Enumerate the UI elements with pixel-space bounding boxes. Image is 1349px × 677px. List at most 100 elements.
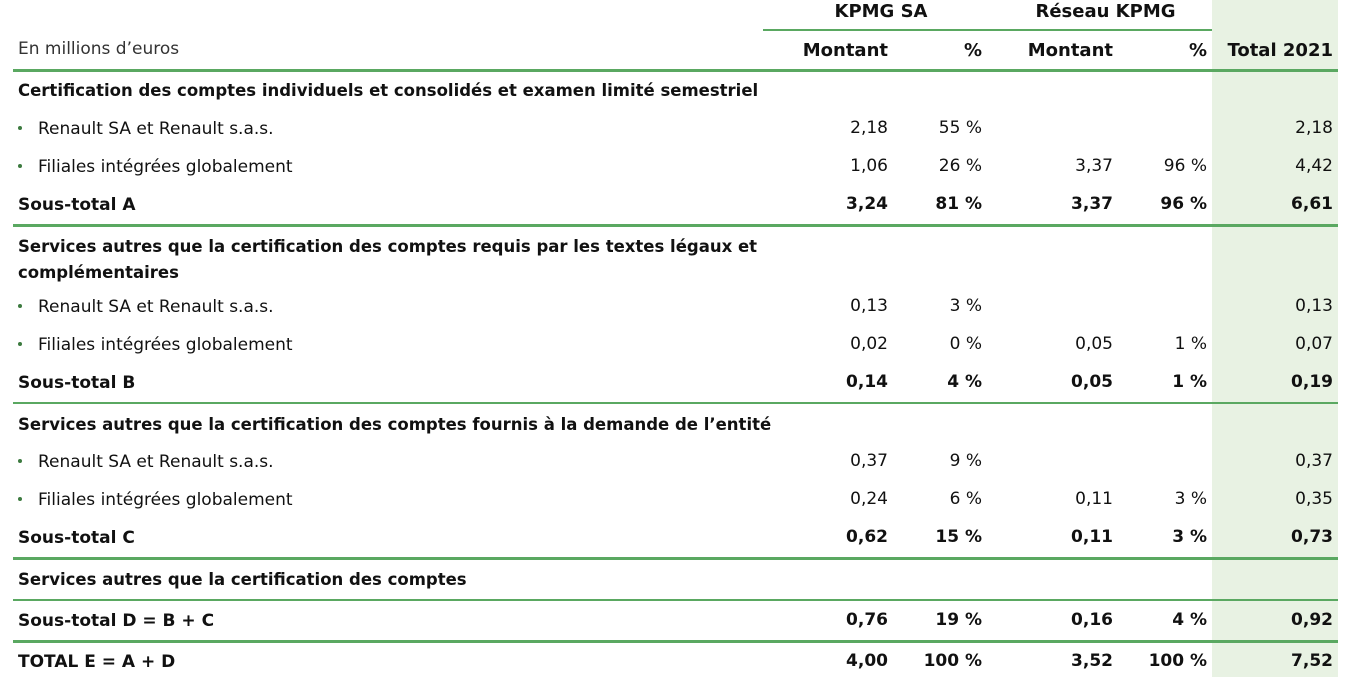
row-label: Filiales intégrées globalement xyxy=(38,157,293,177)
cell-total-2021: 0,07 xyxy=(1295,334,1333,354)
table-row: Filiales intégrées globalement 0,02 0 % 0,0… xyxy=(0,332,1349,356)
cell-pct-reseau: 100 % xyxy=(1148,651,1207,671)
row-label: Sous-total A xyxy=(18,195,136,215)
cell-montant-kpmg-sa: 2,18 xyxy=(850,118,888,138)
cell-pct-kpmg-sa: 55 % xyxy=(938,118,982,138)
row-divider xyxy=(13,640,1338,643)
cell-montant-reseau: 0,11 xyxy=(1071,527,1113,547)
cell-montant-kpmg-sa: 0,02 xyxy=(850,334,888,354)
cell-pct-kpmg-sa: 26 % xyxy=(938,156,982,176)
cell-montant-reseau: 3,37 xyxy=(1075,156,1113,176)
row-divider xyxy=(13,69,1338,72)
cell-montant-reseau: 0,05 xyxy=(1071,372,1113,392)
cell-pct-reseau: 3 % xyxy=(1174,489,1207,509)
cell-pct-reseau: 96 % xyxy=(1163,156,1207,176)
row-label: Renault SA et Renault s.a.s. xyxy=(38,452,274,472)
cell-total-2021: 6,61 xyxy=(1291,194,1333,214)
subtotal-row: Sous-total D = B + C 0,76 19 % 0,16 4 % 0,92 xyxy=(0,608,1349,632)
cell-montant-kpmg-sa: 0,62 xyxy=(846,527,888,547)
cell-montant-kpmg-sa: 0,14 xyxy=(846,372,888,392)
bullet-icon xyxy=(18,342,22,346)
row-divider xyxy=(13,557,1338,560)
row-divider xyxy=(13,402,1338,404)
row-divider xyxy=(13,224,1338,227)
unit-label: En millions d’euros xyxy=(18,39,180,59)
row-label: Sous-total C xyxy=(18,528,135,548)
table-row: Renault SA et Renault s.a.s. 0,37 9 % 0,37 xyxy=(0,449,1349,473)
cell-total-2021: 0,73 xyxy=(1291,527,1333,547)
row-label: Services autres que la certification des… xyxy=(18,237,758,282)
cell-montant-kpmg-sa: 0,76 xyxy=(846,610,888,630)
cell-total-2021: 0,35 xyxy=(1295,489,1333,509)
bullet-icon xyxy=(18,164,22,168)
cell-montant-kpmg-sa: 4,00 xyxy=(846,651,888,671)
cell-montant-reseau: 3,52 xyxy=(1071,651,1113,671)
subtotal-row: TOTAL E = A + D 4,00 100 % 3,52 100 % 7,52 xyxy=(0,649,1349,673)
subtotal-row: Sous-total C 0,62 15 % 0,11 3 % 0,73 xyxy=(0,525,1349,549)
table-row: Renault SA et Renault s.a.s. 2,18 55 % 2,18 xyxy=(0,116,1349,140)
cell-montant-kpmg-sa: 0,24 xyxy=(850,489,888,509)
row-divider xyxy=(13,599,1338,601)
cell-montant-reseau: 3,37 xyxy=(1071,194,1113,214)
cell-montant-reseau: 0,16 xyxy=(1071,610,1113,630)
row-label: Sous-total B xyxy=(18,373,136,393)
cell-pct-reseau: 96 % xyxy=(1160,194,1207,214)
cell-montant-kpmg-sa: 0,13 xyxy=(850,296,888,316)
cell-total-2021: 2,18 xyxy=(1295,118,1333,138)
table-row: Filiales intégrées globalement 0,24 6 % 0,1… xyxy=(0,487,1349,511)
row-label: Sous-total D = B + C xyxy=(18,611,215,631)
cell-total-2021: 4,42 xyxy=(1295,156,1333,176)
row-label: Filiales intégrées globalement xyxy=(38,335,293,355)
row-label: Filiales intégrées globalement xyxy=(38,490,293,510)
cell-montant-kpmg-sa: 0,37 xyxy=(850,451,888,471)
column-header-total-2021: Total 2021 xyxy=(1227,40,1333,61)
cell-pct-kpmg-sa: 0 % xyxy=(949,334,982,354)
row-label: Services autres que la certification des… xyxy=(18,415,772,434)
cell-pct-kpmg-sa: 19 % xyxy=(935,610,982,630)
cell-pct-kpmg-sa: 3 % xyxy=(949,296,982,316)
section-header-row: Services autres que la certification des… xyxy=(0,412,1349,436)
cell-total-2021: 7,52 xyxy=(1291,651,1333,671)
cell-pct-reseau: 3 % xyxy=(1172,527,1207,547)
section-header-row: Services autres que la certification des… xyxy=(0,234,1349,282)
row-label: Services autres que la certification des… xyxy=(18,570,467,589)
section-header-row: Certification des comptes individuels et… xyxy=(0,78,1349,102)
row-label: TOTAL E = A + D xyxy=(18,652,176,672)
column-header-montant-reseau: Montant xyxy=(1027,40,1113,61)
cell-pct-kpmg-sa: 9 % xyxy=(949,451,982,471)
section-header-row: Services autres que la certification des… xyxy=(0,567,1349,591)
cell-pct-kpmg-sa: 4 % xyxy=(947,372,982,392)
group-header-reseau-kpmg: Réseau KPMG xyxy=(1035,1,1176,22)
bullet-icon xyxy=(18,497,22,501)
bullet-icon xyxy=(18,304,22,308)
column-header-pct-kpmg-sa: % xyxy=(963,40,982,61)
row-label: Renault SA et Renault s.a.s. xyxy=(38,297,274,317)
subtotal-row: Sous-total A 3,24 81 % 3,37 96 % 6,61 xyxy=(0,192,1349,216)
cell-pct-kpmg-sa: 15 % xyxy=(935,527,982,547)
bullet-icon xyxy=(18,459,22,463)
group-header-kpmg-sa: KPMG SA xyxy=(834,1,928,22)
cell-pct-reseau: 1 % xyxy=(1174,334,1207,354)
row-label: Certification des comptes individuels et… xyxy=(18,81,759,100)
table-row: Renault SA et Renault s.a.s. 0,13 3 % 0,13 xyxy=(0,294,1349,318)
cell-total-2021: 0,92 xyxy=(1291,610,1333,630)
row-label: Renault SA et Renault s.a.s. xyxy=(38,119,274,139)
subtotal-row: Sous-total B 0,14 4 % 0,05 1 % 0,19 xyxy=(0,370,1349,394)
cell-total-2021: 0,37 xyxy=(1295,451,1333,471)
cell-montant-kpmg-sa: 1,06 xyxy=(850,156,888,176)
table-row: Filiales intégrées globalement 1,06 26 % 3,… xyxy=(0,154,1349,178)
total-column-background xyxy=(1212,0,1338,677)
cell-pct-reseau: 4 % xyxy=(1172,610,1207,630)
cell-total-2021: 0,13 xyxy=(1295,296,1333,316)
cell-pct-kpmg-sa: 100 % xyxy=(923,651,982,671)
cell-pct-kpmg-sa: 6 % xyxy=(949,489,982,509)
cell-montant-kpmg-sa: 3,24 xyxy=(846,194,888,214)
cell-pct-kpmg-sa: 81 % xyxy=(935,194,982,214)
column-header-pct-reseau: % xyxy=(1188,40,1207,61)
column-header-montant-kpmg-sa: Montant xyxy=(802,40,888,61)
cell-montant-reseau: 0,11 xyxy=(1075,489,1113,509)
group-underline-kpmg-sa xyxy=(763,29,999,31)
cell-montant-reseau: 0,05 xyxy=(1075,334,1113,354)
bullet-icon xyxy=(18,126,22,130)
